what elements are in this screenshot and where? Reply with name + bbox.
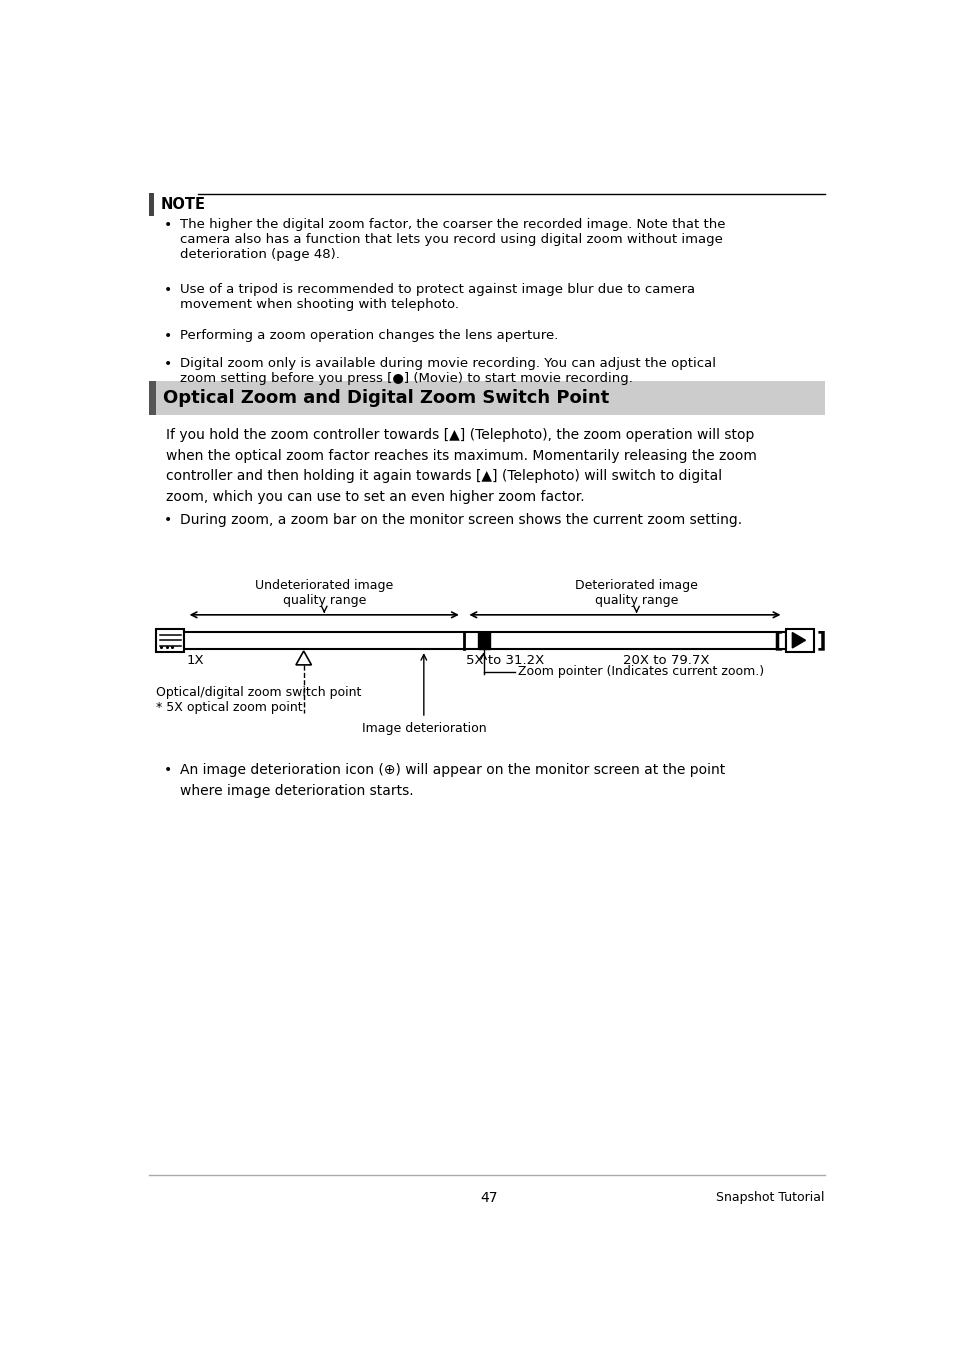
Text: where image deterioration starts.: where image deterioration starts. bbox=[179, 784, 413, 798]
Bar bbox=[149, 381, 155, 415]
Text: Performing a zoom operation changes the lens aperture.: Performing a zoom operation changes the … bbox=[179, 328, 558, 342]
Text: Use of a tripod is recommended to protect against image blur due to camera
movem: Use of a tripod is recommended to protec… bbox=[179, 282, 694, 311]
Bar bbox=[477, 632, 490, 649]
Bar bbox=[156, 628, 184, 651]
Text: Optical Zoom and Digital Zoom Switch Point: Optical Zoom and Digital Zoom Switch Poi… bbox=[162, 388, 608, 407]
Text: •: • bbox=[164, 282, 172, 297]
Text: zoom, which you can use to set an even higher zoom factor.: zoom, which you can use to set an even h… bbox=[166, 490, 584, 503]
Text: The higher the digital zoom factor, the coarser the recorded image. Note that th: The higher the digital zoom factor, the … bbox=[179, 218, 724, 262]
Text: Deteriorated image
quality range: Deteriorated image quality range bbox=[575, 579, 698, 607]
Text: •: • bbox=[164, 357, 172, 370]
Text: 20X to 79.7X: 20X to 79.7X bbox=[622, 654, 709, 668]
Text: An image deterioration icon (⊕) will appear on the monitor screen at the point: An image deterioration icon (⊕) will app… bbox=[179, 764, 724, 778]
Text: •: • bbox=[164, 328, 172, 343]
Bar bbox=[149, 193, 154, 216]
Text: Digital zoom only is available during movie recording. You can adjust the optica: Digital zoom only is available during mo… bbox=[179, 357, 715, 385]
Text: •: • bbox=[164, 218, 172, 232]
Text: 1X: 1X bbox=[187, 654, 204, 668]
Text: ]: ] bbox=[816, 630, 825, 650]
Text: controller and then holding it again towards [▲] (Telephoto) will switch to digi: controller and then holding it again tow… bbox=[166, 470, 721, 483]
Bar bbox=[184, 632, 785, 649]
Text: 5X to 31.2X: 5X to 31.2X bbox=[466, 654, 544, 668]
Bar bbox=[149, 381, 823, 415]
Bar bbox=[785, 628, 814, 651]
Text: [: [ bbox=[772, 630, 781, 650]
Text: NOTE: NOTE bbox=[161, 198, 206, 213]
Text: Undeteriorated image
quality range: Undeteriorated image quality range bbox=[254, 579, 393, 607]
Text: Optical/digital zoom switch point
* 5X optical zoom point: Optical/digital zoom switch point * 5X o… bbox=[156, 687, 361, 714]
Text: •: • bbox=[164, 764, 172, 778]
Polygon shape bbox=[792, 632, 804, 647]
Text: 47: 47 bbox=[479, 1191, 497, 1205]
Text: •: • bbox=[164, 513, 172, 527]
Text: Image deterioration: Image deterioration bbox=[361, 722, 486, 735]
Text: Snapshot Tutorial: Snapshot Tutorial bbox=[716, 1191, 823, 1204]
Text: when the optical zoom factor reaches its maximum. Momentarily releasing the zoom: when the optical zoom factor reaches its… bbox=[166, 449, 756, 463]
Text: If you hold the zoom controller towards [▲] (Telephoto), the zoom operation will: If you hold the zoom controller towards … bbox=[166, 429, 753, 442]
Text: Zoom pointer (Indicates current zoom.): Zoom pointer (Indicates current zoom.) bbox=[517, 665, 763, 678]
Text: During zoom, a zoom bar on the monitor screen shows the current zoom setting.: During zoom, a zoom bar on the monitor s… bbox=[179, 513, 741, 527]
